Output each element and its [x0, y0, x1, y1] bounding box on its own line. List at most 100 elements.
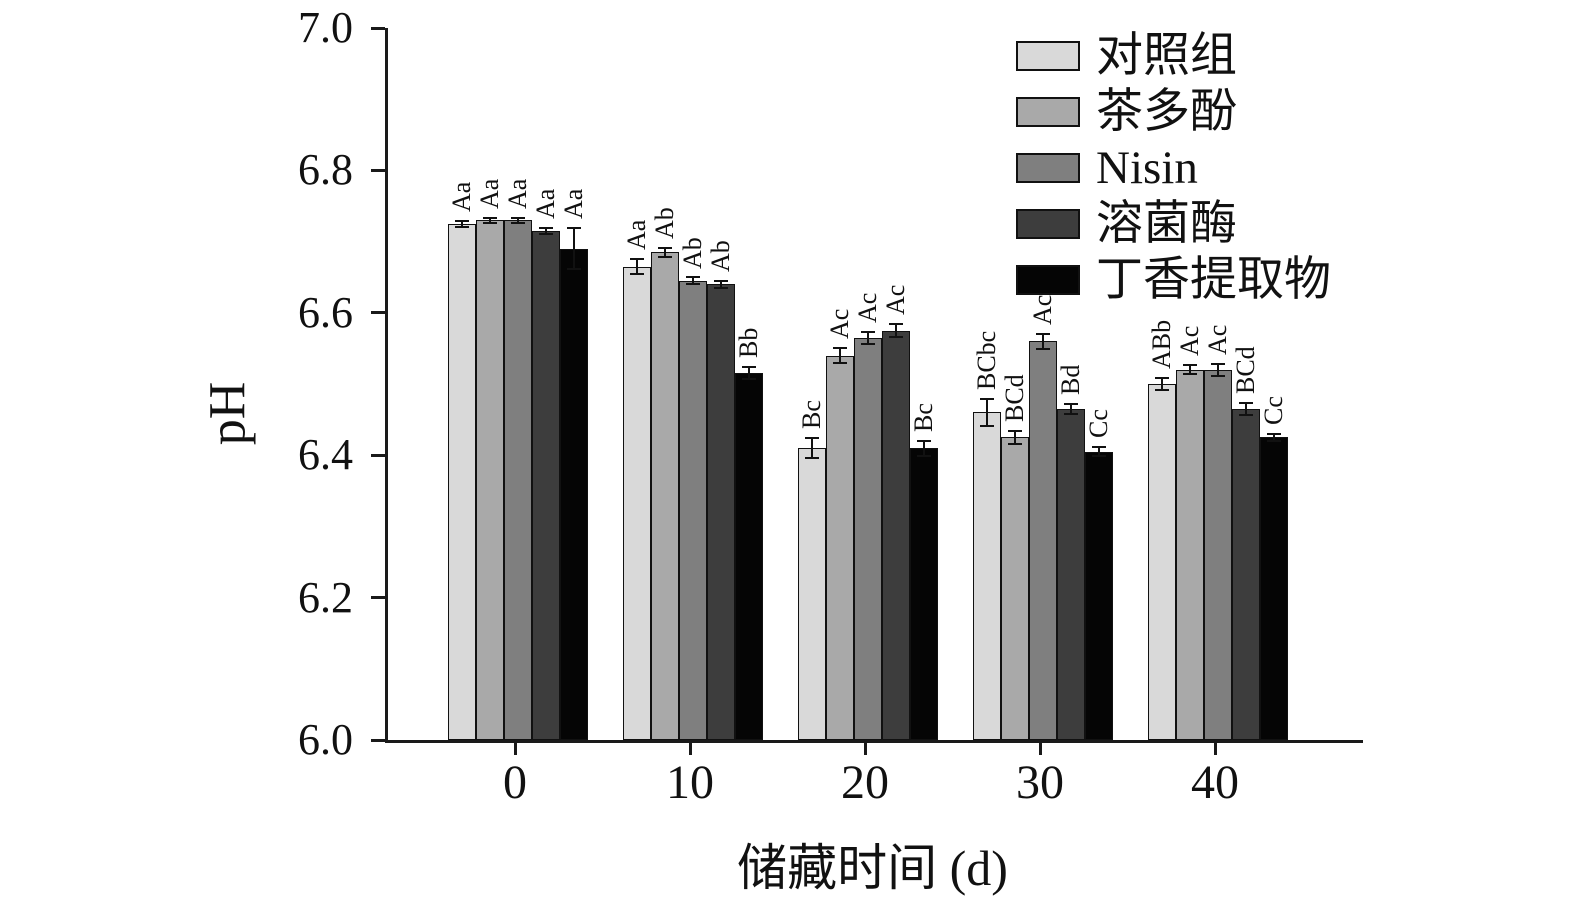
significance-label: Cc: [1259, 396, 1288, 426]
error-bar-cap-bottom: [714, 286, 728, 289]
error-bar-line: [923, 439, 925, 457]
bar: [735, 373, 763, 740]
x-tick-label: 0: [503, 756, 527, 809]
error-bar-cap-top: [630, 257, 644, 260]
legend-item: Nisin: [1016, 140, 1331, 196]
error-bar-cap-top: [511, 216, 525, 219]
significance-label: Bc: [797, 400, 826, 430]
y-tick-label: 6.6: [298, 287, 353, 337]
bar: [532, 230, 560, 740]
x-tick-label: 20: [841, 756, 889, 809]
significance-label: Aa: [447, 181, 476, 212]
bar: [1176, 369, 1204, 740]
significance-label: Bc: [909, 402, 938, 432]
error-bar-cap-bottom: [889, 335, 903, 338]
significance-label: Aa: [475, 178, 504, 209]
error-bar-cap-bottom: [483, 221, 497, 224]
y-tick-mark: [371, 596, 385, 600]
error-bar-line: [1217, 362, 1219, 377]
error-bar-cap-bottom: [1155, 389, 1169, 392]
bar: [1057, 408, 1085, 740]
x-tick-label: 10: [666, 756, 714, 809]
bar: [707, 284, 735, 740]
error-bar-line: [1070, 403, 1072, 415]
significance-label: Aa: [559, 189, 588, 220]
legend-label: 茶多酚: [1096, 86, 1237, 138]
bar: [623, 266, 651, 740]
error-bar-line: [839, 346, 841, 365]
error-bar-cap-bottom: [1036, 347, 1050, 350]
legend-item: 茶多酚: [1016, 84, 1331, 140]
bar: [854, 337, 882, 740]
error-bar-line: [1245, 401, 1247, 417]
y-tick-label: 6.8: [298, 145, 353, 195]
error-bar-cap-bottom: [539, 233, 553, 236]
x-axis-label: 储藏时间 (d): [737, 840, 1008, 896]
legend-swatch: [1016, 97, 1080, 127]
y-tick-label: 6.4: [298, 430, 353, 480]
error-bar-line: [895, 323, 897, 338]
bar: [910, 448, 938, 740]
significance-label: Ab: [678, 236, 707, 269]
legend-label: 丁香提取物: [1096, 254, 1331, 306]
error-bar-cap-bottom: [805, 456, 819, 459]
error-bar-cap-bottom: [511, 221, 525, 224]
error-bar-line: [692, 276, 694, 286]
error-bar-line: [748, 366, 750, 381]
error-bar-cap-top: [917, 439, 931, 442]
error-bar-cap-bottom: [1239, 414, 1253, 417]
error-bar-line: [636, 257, 638, 276]
error-bar-cap-bottom: [567, 268, 581, 271]
error-bar-cap-top: [742, 366, 756, 369]
error-bar-cap-top: [833, 346, 847, 349]
error-bar-cap-bottom: [1008, 442, 1022, 445]
error-bar-cap-top: [1183, 364, 1197, 367]
error-bar-line: [1098, 445, 1100, 458]
error-bar-cap-top: [1092, 445, 1106, 448]
error-bar-cap-bottom: [917, 454, 931, 457]
x-tick-label: 40: [1191, 756, 1239, 809]
significance-label: Ab: [706, 240, 735, 273]
bar: [1029, 341, 1057, 740]
error-bar-cap-bottom: [861, 342, 875, 345]
legend-swatch: [1016, 265, 1080, 295]
error-bar-cap-bottom: [1183, 373, 1197, 376]
bar: [973, 412, 1001, 740]
error-bar-cap-top: [567, 227, 581, 230]
significance-label: Ac: [1175, 325, 1204, 357]
error-bar-line: [517, 216, 519, 224]
error-bar-cap-top: [1036, 332, 1050, 335]
y-tick-mark: [371, 453, 385, 457]
error-bar-cap-bottom: [742, 378, 756, 381]
significance-label: Bd: [1056, 364, 1085, 396]
y-tick-label: 7.0: [298, 3, 353, 52]
significance-label: Ab: [650, 206, 679, 239]
error-bar-line: [1042, 332, 1044, 350]
error-bar-cap-top: [1064, 403, 1078, 406]
legend-label: Nisin: [1096, 142, 1198, 194]
y-tick-mark: [371, 738, 385, 742]
error-bar-line: [664, 246, 666, 258]
error-bar-cap-bottom: [658, 255, 672, 258]
x-tick-mark: [688, 743, 692, 755]
bar: [826, 355, 854, 740]
bar: [1148, 384, 1176, 740]
significance-label: Aa: [503, 178, 532, 209]
significance-label: BCd: [1000, 374, 1029, 423]
error-bar-cap-bottom: [455, 226, 469, 229]
significance-label: Bb: [734, 327, 763, 359]
significance-label: Ac: [881, 285, 910, 316]
bar: [504, 220, 532, 740]
legend-swatch: [1016, 153, 1080, 183]
error-bar-line: [1161, 376, 1163, 392]
error-bar-cap-top: [1211, 362, 1225, 365]
error-bar-line: [489, 216, 491, 224]
error-bar-cap-bottom: [686, 283, 700, 286]
error-bar-line: [811, 437, 813, 459]
error-bar-cap-top: [1008, 430, 1022, 433]
error-bar-line: [573, 227, 575, 271]
error-bar-cap-bottom: [630, 273, 644, 276]
legend-item: 对照组: [1016, 28, 1331, 84]
plot-area: Aa Aa Aa Aa Aa Aa Ab Ab Ab Bb Bc Ac Ac Ac Bc BCbc BCd Ac B…: [385, 28, 1363, 743]
error-bar-cap-bottom: [1092, 455, 1106, 458]
